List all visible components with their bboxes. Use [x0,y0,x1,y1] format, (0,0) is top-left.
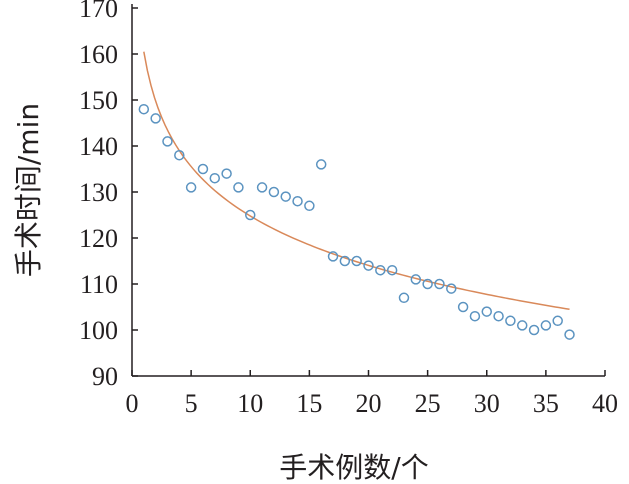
data-point [162,136,173,147]
data-point [516,320,528,331]
data-point [315,159,327,170]
data-point [221,168,232,179]
data-point [469,310,481,322]
data-point [552,315,563,327]
data-point [351,255,362,267]
data-points [138,103,575,340]
data-point [209,172,221,184]
data-point [256,182,268,193]
data-point [457,301,469,313]
data-point [410,274,422,285]
x-tick-label: 0 [126,389,139,418]
y-axis-label: 手术时间/min [12,103,45,277]
y-tick-label: 130 [79,178,118,207]
data-point [304,200,315,212]
data-point [434,278,445,290]
data-point [339,255,351,267]
y-tick-label: 160 [79,40,118,69]
data-point [327,251,339,262]
y-tick-label: 100 [79,316,118,345]
x-axis-ticks: 0 5 10 15 20 25 30 35 40 [126,370,618,418]
x-tick-label: 25 [415,389,441,418]
y-tick-label: 140 [79,132,118,161]
data-point [481,306,492,317]
data-point [493,310,504,322]
data-point [292,195,303,207]
x-axis-label: 手术例数/个 [279,451,428,484]
y-tick-label: 120 [79,224,118,253]
data-point [233,182,244,193]
y-tick-label: 170 [79,0,118,23]
data-point [375,264,386,276]
x-tick-label: 30 [474,389,500,418]
data-point [185,182,197,193]
y-tick-label: 110 [80,270,118,299]
data-point [245,209,256,221]
x-tick-label: 35 [533,389,559,418]
x-tick-label: 5 [185,389,198,418]
data-point [422,278,433,290]
data-point [528,324,540,336]
data-point [446,283,457,294]
x-tick-label: 40 [592,389,618,418]
data-point [564,329,575,340]
data-point [540,320,552,331]
data-point [150,113,161,124]
data-point [174,149,185,161]
data-point [268,186,280,198]
data-point [505,315,516,327]
data-point [386,264,398,276]
y-tick-label: 90 [92,362,118,391]
x-tick-label: 15 [296,389,322,418]
data-point [363,260,374,271]
trendline-curve [143,51,570,311]
data-point [197,163,209,175]
data-point [138,103,150,115]
x-tick-label: 20 [356,389,382,418]
x-tick-label: 10 [237,389,263,418]
y-axis-ticks: 90 100 110 120 130 140 150 160 170 [79,0,138,391]
data-point [398,292,410,304]
data-point [280,191,291,202]
y-tick-label: 150 [79,86,118,115]
